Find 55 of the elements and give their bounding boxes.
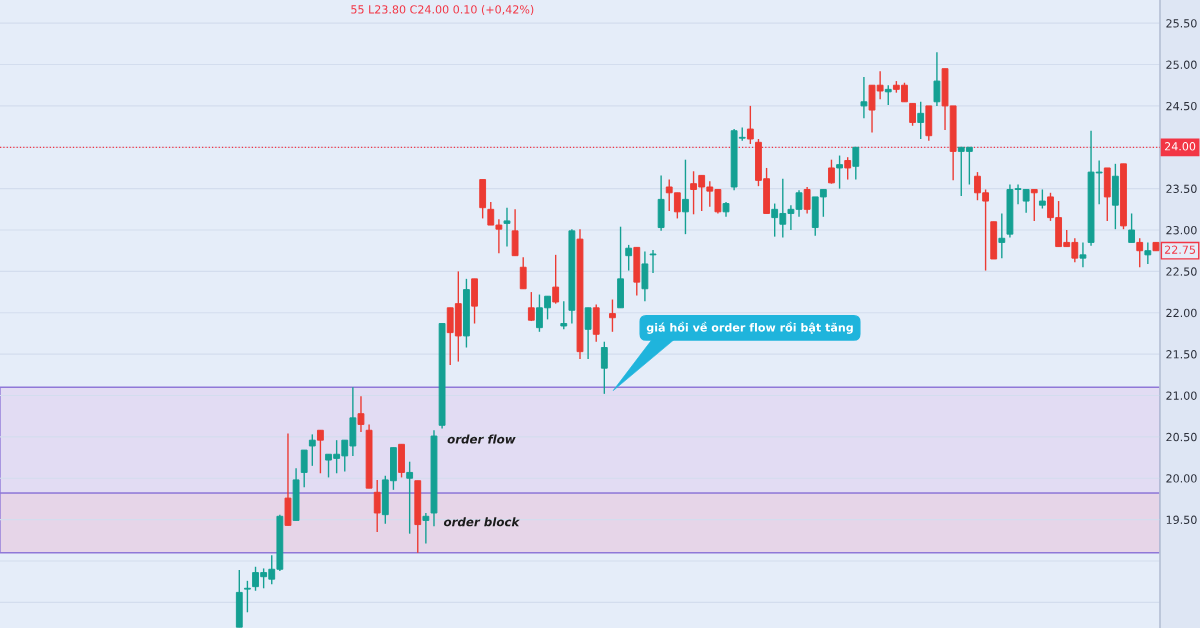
y-tick-label: 23.50 [1166, 184, 1197, 194]
candlestick [1038, 188, 1046, 210]
candlestick [649, 249, 657, 274]
annotation: giá hồi về order flow rồi bật tăng [646, 321, 853, 334]
candlestick [584, 307, 592, 360]
y-tick-label: 22.50 [1166, 267, 1197, 276]
candlestick [317, 429, 324, 474]
annotation: 55 L23.80 C24.00 0.10 (+0,42%) [351, 5, 534, 15]
candlestick [406, 460, 414, 535]
band-label: order flow [447, 434, 516, 444]
candlestick [917, 101, 925, 140]
candlestick [1079, 241, 1087, 268]
candlestick [682, 158, 689, 235]
candlestick [422, 512, 430, 545]
y-tick-label: 24.50 [1166, 101, 1197, 111]
candlestick [625, 244, 633, 272]
candlestick [503, 206, 511, 248]
candlestick [884, 84, 892, 106]
y-tick-label: 22.00 [1166, 308, 1197, 318]
candlestick [828, 158, 835, 185]
candlestick [1144, 241, 1152, 265]
candlestick [860, 76, 868, 120]
y-tick-label: 23.00 [1166, 225, 1197, 235]
candlestick [527, 291, 535, 322]
candlestick [609, 298, 616, 333]
candlestick [998, 212, 1006, 259]
y-tick-label: 20.50 [1166, 432, 1197, 442]
candlestick [1030, 188, 1038, 222]
candlestick [844, 156, 852, 181]
candlestick [373, 479, 381, 533]
y-tick-label: 21.00 [1166, 391, 1197, 400]
annotation: 22.75 [1164, 245, 1196, 254]
candlestick [803, 186, 811, 215]
candlestick [300, 449, 308, 489]
candlestick [600, 341, 608, 395]
candlestick [1136, 237, 1144, 268]
candlestick [836, 154, 843, 190]
candlestick [909, 102, 916, 127]
candlestick [519, 256, 527, 290]
candlestick [244, 580, 251, 613]
y-tick-label: 19.50 [1166, 515, 1197, 524]
band-label: order block [443, 517, 520, 527]
candlestick [746, 105, 754, 145]
y-tick-label: 25.00 [1166, 60, 1197, 69]
candlestick [308, 433, 316, 467]
y-tick-label: 20.00 [1166, 474, 1197, 483]
candlestick [552, 254, 560, 305]
candlestick [357, 395, 365, 433]
candlestick [933, 51, 941, 107]
y-tick-label: 21.50 [1166, 350, 1197, 359]
candlestick [560, 300, 568, 331]
y-tick-label: 25.50 [1166, 19, 1197, 28]
ref-line-label: 24.00 [1164, 142, 1196, 151]
candlestick [852, 146, 860, 181]
candlestick [1128, 212, 1136, 244]
